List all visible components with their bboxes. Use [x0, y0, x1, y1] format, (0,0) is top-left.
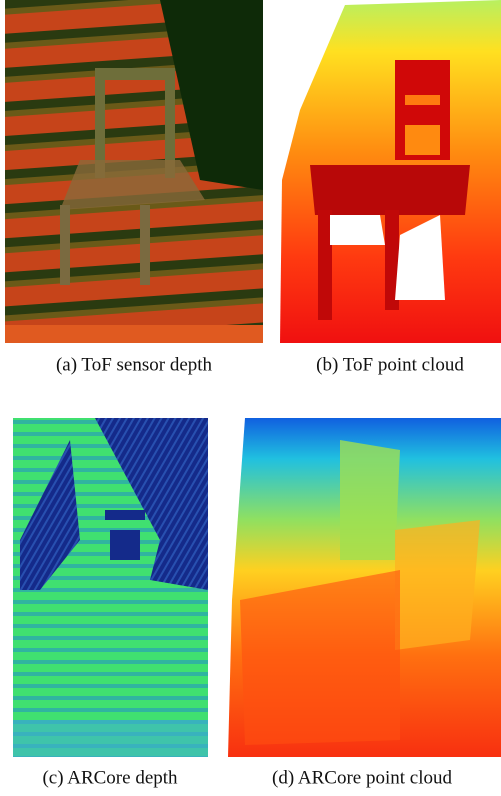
- panel-a-image: [5, 0, 263, 343]
- caption: (c) ARCore depth: [42, 767, 178, 788]
- caption: (b) ToF point cloud: [316, 354, 464, 375]
- panel-d-image: [228, 418, 501, 757]
- caption: (a) ToF sensor depth: [56, 354, 213, 375]
- panel-b-image: [280, 0, 501, 343]
- caption: (d) ARCore point cloud: [272, 767, 452, 788]
- panel-c-image: [13, 418, 208, 757]
